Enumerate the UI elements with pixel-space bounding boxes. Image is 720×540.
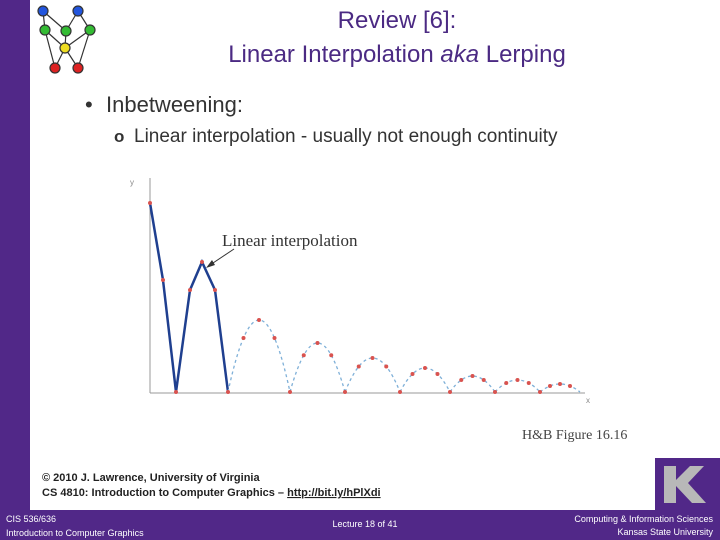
kstate-logo: [655, 458, 720, 510]
title-part: Lerping: [486, 41, 566, 68]
bullet-text: Inbetweening:: [106, 92, 243, 117]
sub-bullet-text: Linear interpolation - usually not enoug…: [134, 126, 558, 147]
dot: [515, 378, 520, 382]
figure: y x Linear interpolation H&B Figure 16.1…: [130, 178, 627, 443]
dot: [538, 390, 542, 394]
dot: [241, 336, 246, 340]
bullet-dot: •: [85, 92, 93, 117]
x-axis-label: x: [586, 396, 590, 405]
dot: [481, 378, 486, 382]
dashed-arc: [399, 367, 451, 393]
dot: [288, 390, 292, 394]
dot: [315, 341, 320, 345]
figure-label: Linear interpolation: [222, 231, 358, 250]
footer-center: Lecture 18 of 41: [332, 519, 397, 529]
title-line1: Review [6]:: [338, 7, 457, 34]
dot: [410, 372, 415, 376]
sub-bullet-marker: o: [114, 127, 124, 146]
dot: [161, 278, 165, 282]
credit-text: CS 4810: Introduction to Computer Graphi…: [42, 487, 284, 499]
credit-line: © 2010 J. Lawrence, University of Virgin…: [42, 472, 260, 484]
dot: [329, 353, 334, 358]
dot: [459, 378, 464, 382]
dashed-arc: [449, 375, 496, 393]
dashed-arc: [227, 319, 291, 393]
dot: [493, 390, 497, 394]
label-arrow: [209, 248, 235, 266]
dot: [470, 374, 475, 378]
dot: [343, 390, 347, 394]
dot: [148, 201, 152, 205]
arrow-head: [206, 260, 215, 268]
graph-icon: [37, 5, 96, 74]
figure-caption: H&B Figure 16.16: [522, 428, 627, 443]
dot: [370, 356, 375, 360]
dot: [504, 381, 509, 385]
dot: [526, 381, 531, 385]
linear-curve: [148, 202, 230, 393]
dot: [558, 382, 562, 386]
dot: [423, 366, 427, 370]
left-bar: [0, 0, 30, 512]
dot: [257, 318, 261, 322]
title-part: Linear Interpolation: [228, 41, 433, 68]
dot: [356, 364, 361, 369]
dot: [548, 384, 552, 388]
title-italic: aka: [440, 41, 479, 68]
y-axis-label: y: [130, 178, 134, 187]
dot: [568, 384, 572, 388]
dashed-arc: [344, 357, 401, 393]
dot: [384, 364, 389, 369]
footer-bar: [0, 510, 720, 540]
dot: [301, 353, 306, 358]
credit-line: CS 4810: Introduction to Computer Graphi…: [42, 487, 381, 499]
dot: [188, 288, 192, 292]
dot: [213, 288, 217, 292]
footer-right: Kansas State University: [617, 527, 713, 537]
dot: [272, 336, 277, 340]
dot: [448, 390, 452, 394]
title-line2: Linear Interpolation aka Lerping: [228, 41, 566, 68]
credit-link[interactable]: http://bit.ly/hPlXdi: [287, 487, 381, 499]
dot: [435, 372, 440, 376]
dot: [226, 390, 230, 394]
footer-left: CIS 536/636: [6, 514, 56, 524]
dashed-arc: [289, 342, 346, 393]
footer-left: Introduction to Computer Graphics: [6, 528, 144, 538]
footer-right: Computing & Information Sciences: [574, 514, 713, 524]
dot: [174, 390, 178, 394]
dot: [398, 390, 402, 394]
dot: [200, 260, 204, 264]
